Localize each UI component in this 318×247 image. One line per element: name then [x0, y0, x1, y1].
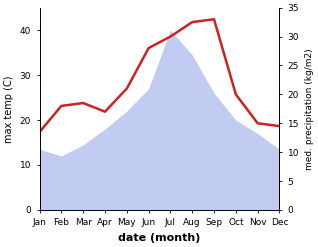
X-axis label: date (month): date (month) — [118, 233, 201, 243]
Y-axis label: med. precipitation (kg/m2): med. precipitation (kg/m2) — [305, 48, 314, 170]
Y-axis label: max temp (C): max temp (C) — [4, 75, 14, 143]
